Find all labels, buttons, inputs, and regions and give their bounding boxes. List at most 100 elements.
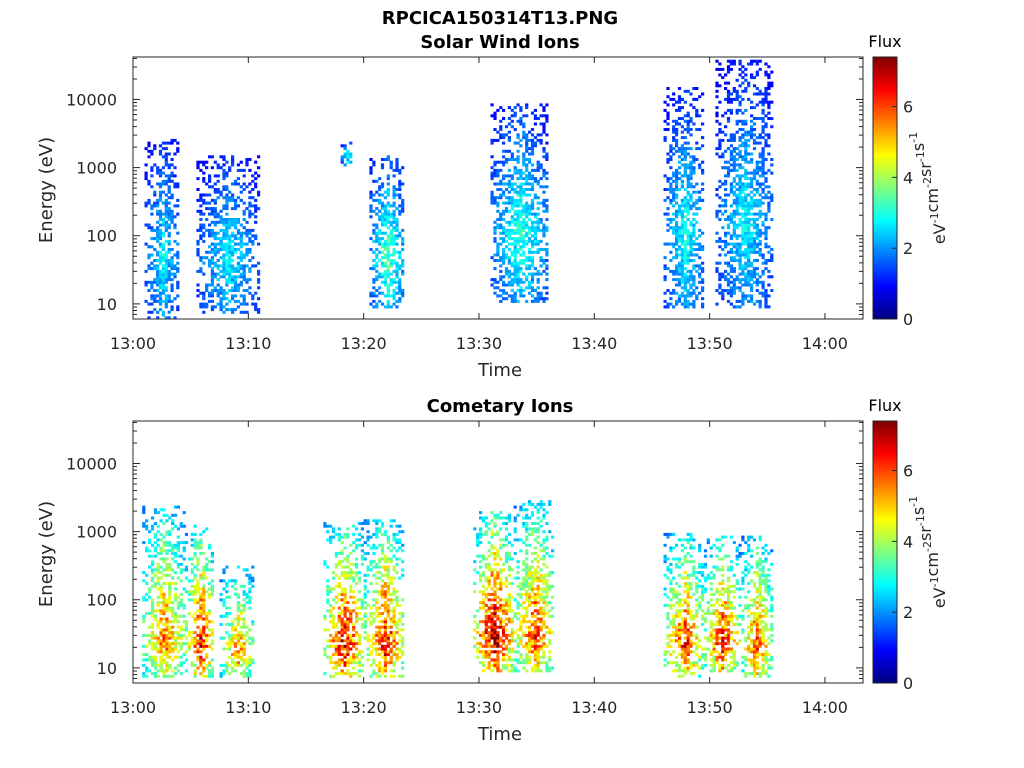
- heatmap-cell: [378, 560, 382, 564]
- heatmap-cell: [176, 308, 180, 312]
- heatmap-cell: [236, 242, 240, 246]
- heatmap-cell: [747, 259, 751, 262]
- heatmap-cell: [729, 291, 733, 295]
- heatmap-cell: [735, 245, 739, 249]
- heatmap-cell: [484, 655, 488, 659]
- heatmap-cell: [329, 661, 333, 665]
- heatmap-cell: [663, 138, 667, 142]
- heatmap-cell: [732, 160, 736, 164]
- heatmap-cell: [205, 639, 209, 643]
- heatmap-cell: [750, 185, 754, 189]
- heatmap-cell: [692, 242, 696, 246]
- heatmap-cell: [750, 212, 754, 216]
- heatmap-cell: [481, 650, 486, 654]
- heatmap-cell: [329, 658, 333, 662]
- heatmap-cell: [767, 76, 771, 80]
- heatmap-cell: [337, 598, 341, 602]
- heatmap-cell: [747, 182, 751, 186]
- heatmap-cell: [747, 160, 751, 164]
- heatmap-cell: [168, 666, 172, 670]
- heatmap-cell: [755, 267, 759, 271]
- heatmap-cell: [530, 168, 535, 172]
- heatmap-cell: [389, 543, 393, 547]
- heatmap-cell: [490, 141, 494, 145]
- heatmap-cell: [245, 280, 249, 284]
- heatmap-cell: [170, 289, 174, 292]
- heatmap-cell: [519, 171, 523, 175]
- heatmap-cell: [392, 259, 396, 262]
- heatmap-cell: [539, 133, 543, 137]
- heatmap-cell: [360, 527, 364, 531]
- heatmap-cell: [490, 511, 494, 515]
- heatmap-cell: [764, 122, 768, 126]
- heatmap-cell: [251, 204, 255, 208]
- heatmap-cell: [346, 554, 350, 558]
- heatmap-cell: [686, 179, 690, 183]
- heatmap-cell: [159, 617, 163, 621]
- heatmap-cell: [738, 305, 742, 309]
- heatmap-cell: [334, 584, 338, 588]
- heatmap-cell: [683, 259, 687, 262]
- heatmap-cell: [205, 256, 209, 260]
- heatmap-cell: [767, 185, 771, 189]
- heatmap-cell: [156, 204, 160, 208]
- heatmap-cell: [199, 305, 203, 309]
- heatmap-cell: [233, 642, 238, 646]
- heatmap-cell: [225, 248, 229, 251]
- heatmap-cell: [695, 286, 699, 290]
- heatmap-cell: [726, 95, 731, 99]
- heatmap-cell: [375, 631, 379, 635]
- heatmap-cell: [369, 644, 373, 648]
- heatmap-cell: [184, 625, 189, 629]
- heatmap-cell: [176, 636, 180, 640]
- heatmap-cell: [510, 114, 514, 118]
- heatmap-cell: [352, 571, 356, 575]
- heatmap-cell: [398, 291, 402, 295]
- heatmap-cell: [173, 614, 178, 618]
- heatmap-cell: [499, 242, 503, 246]
- heatmap-cell: [156, 316, 160, 320]
- heatmap-cell: [165, 565, 169, 569]
- heatmap-cell: [735, 97, 739, 101]
- heatmap-cell: [334, 636, 338, 640]
- heatmap-cell: [392, 576, 396, 580]
- heatmap-cell: [732, 305, 736, 309]
- heatmap-cell: [525, 174, 529, 178]
- heatmap-cell: [199, 617, 203, 621]
- heatmap-cell: [758, 280, 762, 284]
- heatmap-cell: [208, 661, 212, 665]
- heatmap-cell: [208, 201, 212, 205]
- heatmap-cell: [242, 647, 246, 651]
- heatmap-cell: [156, 587, 160, 591]
- heatmap-cell: [686, 278, 690, 282]
- heatmap-cell: [741, 70, 745, 74]
- heatmap-cell: [493, 516, 497, 520]
- heatmap-cell: [153, 633, 157, 637]
- heatmap-cell: [729, 108, 733, 112]
- heatmap-cell: [761, 212, 765, 216]
- heatmap-cell: [386, 182, 390, 186]
- heatmap-cell: [378, 628, 382, 632]
- heatmap-cell: [331, 661, 336, 665]
- heatmap-cell: [228, 242, 232, 246]
- heatmap-cell: [369, 204, 373, 208]
- heatmap-cell: [231, 207, 235, 211]
- heatmap-cell: [158, 234, 163, 238]
- heatmap-cell: [496, 138, 500, 142]
- heatmap-cell: [145, 598, 149, 602]
- heatmap-cell: [389, 272, 393, 276]
- heatmap-cell: [732, 158, 736, 161]
- heatmap-cell: [383, 653, 387, 656]
- heatmap-cell: [490, 631, 494, 635]
- heatmap-cell: [148, 541, 152, 545]
- heatmap-cell: [171, 636, 175, 640]
- heatmap-cell: [507, 237, 511, 241]
- heatmap-cell: [254, 215, 258, 219]
- heatmap-cell: [493, 579, 497, 583]
- heatmap-cell: [755, 198, 759, 202]
- heatmap-cell: [493, 174, 497, 178]
- heatmap-cell: [245, 631, 249, 635]
- heatmap-cell: [499, 136, 503, 140]
- heatmap-cell: [158, 299, 163, 303]
- heatmap-cell: [158, 209, 163, 213]
